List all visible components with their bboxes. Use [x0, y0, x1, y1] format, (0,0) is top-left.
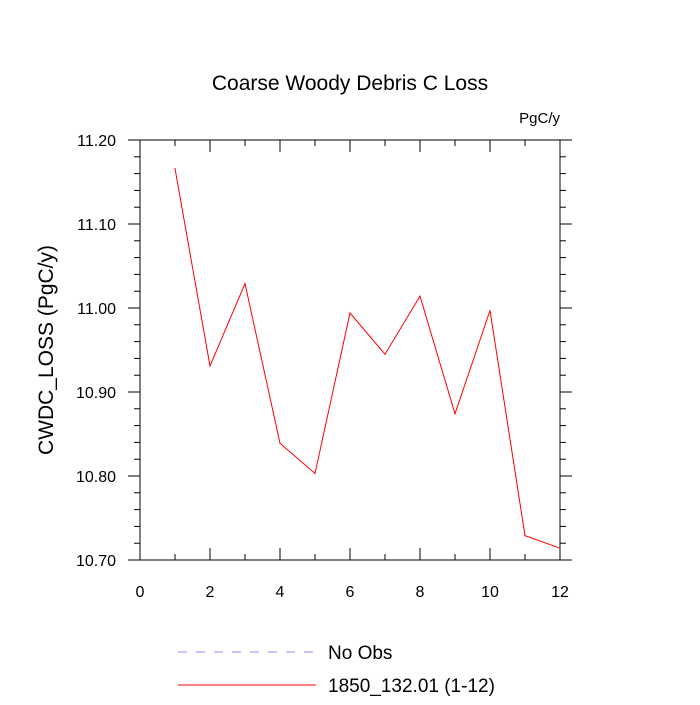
data-point — [209, 365, 211, 367]
y-tick-label: 10.70 — [76, 553, 116, 570]
chart-title: Coarse Woody Debris C Loss — [212, 72, 488, 95]
series-line — [174, 168, 561, 549]
data-point — [489, 309, 491, 312]
x-tick-label: 10 — [481, 584, 499, 601]
x-tick-label: 8 — [416, 584, 425, 601]
y-tick-label: 10.90 — [76, 385, 116, 402]
data-point — [524, 535, 526, 537]
data-point — [314, 472, 316, 475]
data-point — [559, 547, 561, 549]
legend-label: No Obs — [328, 643, 392, 664]
data-point — [174, 167, 176, 170]
y-axis-label: CWDC_LOSS (PgC/y) — [35, 245, 58, 455]
ticks-layer: 0 2 4 6 8 10 12 10.70 10.80 10.90 11.00 11.10 11.20 — [76, 133, 572, 601]
x-tick-label: 4 — [276, 584, 285, 601]
y-tick-label: 11.20 — [77, 133, 116, 150]
y-tick-label: 10.80 — [76, 469, 116, 486]
x-tick-label: 12 — [551, 584, 569, 601]
legend: No Obs 1850_132.01 (1-12) — [178, 643, 495, 697]
y-tick-label: 11.10 — [77, 217, 116, 234]
x-tick-label: 6 — [346, 584, 355, 601]
x-tick-label: 2 — [206, 584, 215, 601]
data-point — [244, 283, 246, 285]
legend-label: 1850_132.01 (1-12) — [328, 676, 495, 697]
data-point — [384, 353, 386, 355]
x-tick-label: 0 — [136, 584, 145, 601]
units-label: PgC/y — [519, 110, 560, 127]
series-layer — [174, 167, 561, 549]
data-point — [349, 312, 351, 314]
data-point — [419, 295, 421, 297]
data-point — [279, 442, 281, 444]
plot-frame — [139, 139, 561, 561]
data-point — [454, 413, 456, 415]
y-tick-label: 11.00 — [77, 301, 116, 318]
